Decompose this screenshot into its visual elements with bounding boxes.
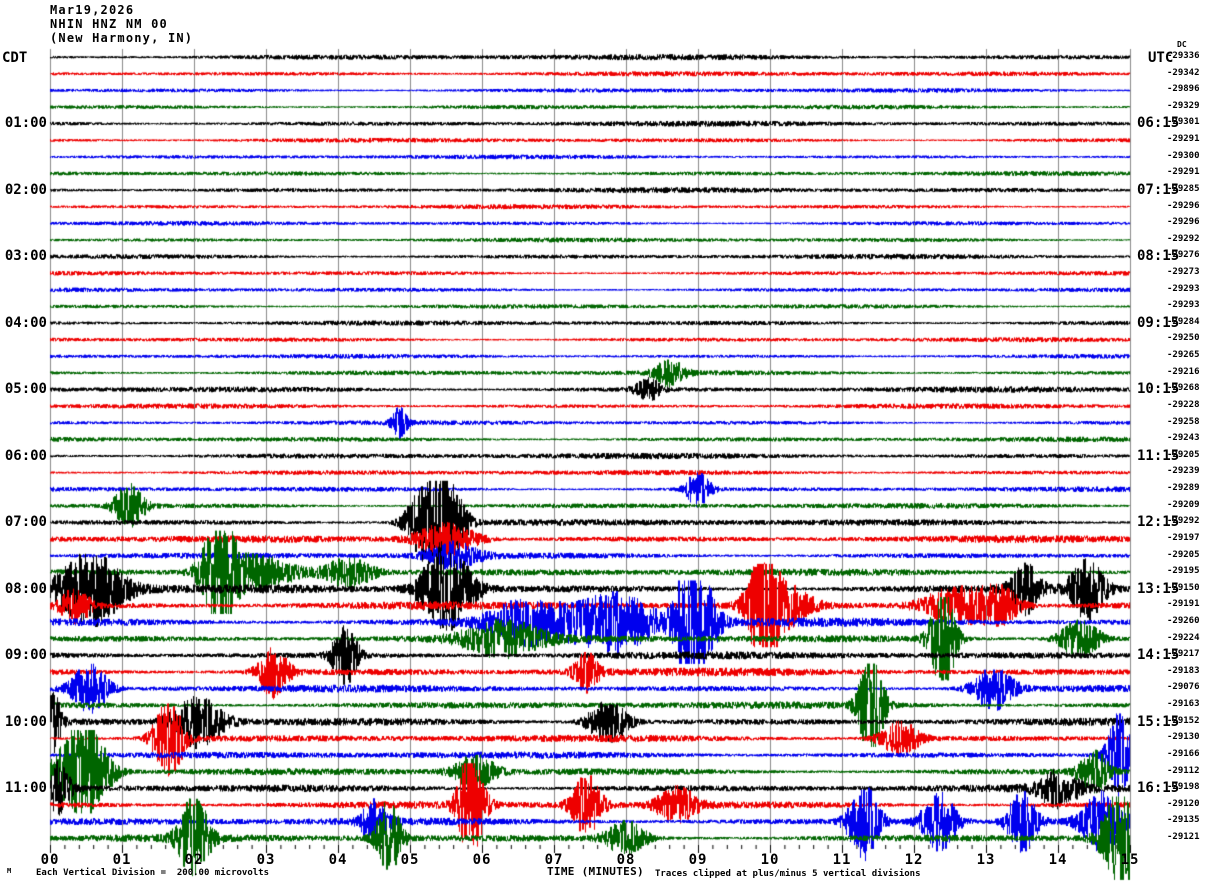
- dc-offset-value: -29284: [1167, 316, 1200, 327]
- dc-offset-value: -29209: [1167, 499, 1200, 510]
- hour-label-cdt: 08:00: [4, 580, 47, 597]
- x-axis-title: TIME (MINUTES): [547, 865, 644, 878]
- minute-label: 10: [760, 852, 780, 868]
- hour-label-utc: 12:15: [1137, 514, 1180, 531]
- dc-offset-value: -29296: [1167, 217, 1200, 228]
- minute-label: 02: [184, 852, 204, 868]
- dc-offset-value: -29268: [1167, 383, 1200, 394]
- dc-offset-value: -29329: [1167, 100, 1200, 111]
- dc-offset-value: -29197: [1167, 532, 1200, 543]
- corner-mark: M: [7, 867, 12, 875]
- dc-offset-value: -29195: [1167, 566, 1200, 577]
- dc-offset-value: -29285: [1167, 183, 1200, 194]
- hour-label-cdt: 10:00: [4, 713, 47, 730]
- minute-label: 06: [472, 852, 492, 868]
- hour-label-utc: 10:15: [1137, 381, 1180, 398]
- dc-offset-value: -29336: [1167, 51, 1200, 61]
- dc-offset-value: -29292: [1167, 516, 1200, 527]
- dc-offset-value: -29224: [1167, 632, 1200, 643]
- dc-offset-column-label: DC: [1177, 40, 1187, 49]
- hour-label-utc: 16:15: [1137, 780, 1180, 797]
- dc-offset-value: -29293: [1167, 300, 1200, 311]
- dc-offset-value: -29265: [1167, 350, 1200, 361]
- dc-offset-value: -29076: [1167, 682, 1200, 693]
- hour-label-cdt: 01:00: [4, 115, 47, 132]
- dc-offset-value: -29342: [1167, 67, 1200, 78]
- minute-label: 12: [904, 852, 924, 868]
- hour-label-utc: 13:15: [1137, 580, 1180, 597]
- minute-label: 14: [1048, 852, 1068, 868]
- dc-offset-value: -29289: [1167, 483, 1200, 494]
- right-timezone-label: UTC: [1148, 50, 1174, 66]
- hour-label-cdt: 04:00: [4, 314, 47, 331]
- dc-offset-value: -29205: [1167, 449, 1200, 460]
- hour-label-cdt: 03:00: [4, 248, 47, 265]
- dc-offset-value: -29112: [1167, 765, 1200, 776]
- minute-label: 07: [544, 852, 564, 868]
- dc-offset-value: -29228: [1167, 399, 1200, 410]
- minute-label: 00: [40, 852, 60, 868]
- dc-offset-value: -29258: [1167, 416, 1200, 427]
- minute-label: 03: [256, 852, 276, 868]
- dc-offset-value: -29152: [1167, 715, 1200, 726]
- hour-label-utc: 08:15: [1137, 248, 1180, 265]
- hour-label-utc: 07:15: [1137, 181, 1180, 198]
- dc-offset-value: -29273: [1167, 267, 1200, 278]
- dc-offset-value: -29217: [1167, 649, 1200, 660]
- hour-label-cdt: 11:00: [4, 780, 47, 797]
- dc-offset-value: -29198: [1167, 782, 1200, 793]
- hour-label-cdt: 09:00: [4, 647, 47, 664]
- minute-label: 11: [832, 852, 852, 868]
- dc-offset-value: -29276: [1167, 250, 1200, 261]
- dc-offset-value: -29260: [1167, 615, 1200, 626]
- hour-label-cdt: 02:00: [4, 181, 47, 198]
- hour-label-utc: 14:15: [1137, 647, 1180, 664]
- dc-offset-value: -29243: [1167, 433, 1200, 444]
- minute-label: 09: [688, 852, 708, 868]
- vertical-scale-note: Each Vertical Division = 200.00 microvol…: [36, 868, 269, 878]
- dc-offset-value: -29239: [1167, 466, 1200, 477]
- dc-offset-value: -29293: [1167, 283, 1200, 294]
- minute-label: 15: [1120, 852, 1140, 868]
- dc-offset-value: -29296: [1167, 200, 1200, 211]
- dc-offset-value: -29216: [1167, 366, 1200, 377]
- dc-offset-value: -29291: [1167, 134, 1200, 145]
- minute-label: 08: [616, 852, 636, 868]
- header-station-code: NHIN HNZ NM 00: [50, 17, 168, 31]
- dc-offset-value: -29292: [1167, 233, 1200, 244]
- hour-label-utc: 09:15: [1137, 314, 1180, 331]
- dc-offset-value: -29191: [1167, 599, 1200, 610]
- dc-offset-value: -29205: [1167, 549, 1200, 560]
- dc-offset-value: -29130: [1167, 732, 1200, 743]
- hour-label-utc: 06:15: [1137, 115, 1180, 132]
- dc-offset-value: -29300: [1167, 150, 1200, 161]
- clip-note: Traces clipped at plus/minus 5 vertical …: [655, 869, 921, 879]
- minute-label: 04: [328, 852, 348, 868]
- left-timezone-label: CDT: [2, 50, 28, 66]
- hour-label-utc: 11:15: [1137, 447, 1180, 464]
- minute-label: 05: [400, 852, 420, 868]
- header-station-location: (New Harmony, IN): [50, 31, 194, 45]
- dc-offset-value: -29250: [1167, 333, 1200, 344]
- dc-offset-value: -29121: [1167, 832, 1200, 842]
- dc-offset-value: -29163: [1167, 699, 1200, 710]
- hour-label-cdt: 06:00: [4, 447, 47, 464]
- hour-label-utc: 15:15: [1137, 713, 1180, 730]
- dc-offset-value: -29183: [1167, 665, 1200, 676]
- dc-offset-value: -29120: [1167, 798, 1200, 809]
- dc-offset-value: -29291: [1167, 167, 1200, 178]
- dc-offset-value: -29301: [1167, 117, 1200, 128]
- dc-offset-value: -29150: [1167, 582, 1200, 593]
- minute-label: 01: [112, 852, 132, 868]
- hour-label-cdt: 05:00: [4, 381, 47, 398]
- dc-offset-value: -29135: [1167, 815, 1200, 826]
- minute-label: 13: [976, 852, 996, 868]
- dc-offset-value: -29896: [1167, 84, 1200, 95]
- header-date: Mar19,2026: [50, 3, 135, 17]
- hour-label-cdt: 07:00: [4, 514, 47, 531]
- dc-offset-value: -29166: [1167, 748, 1200, 759]
